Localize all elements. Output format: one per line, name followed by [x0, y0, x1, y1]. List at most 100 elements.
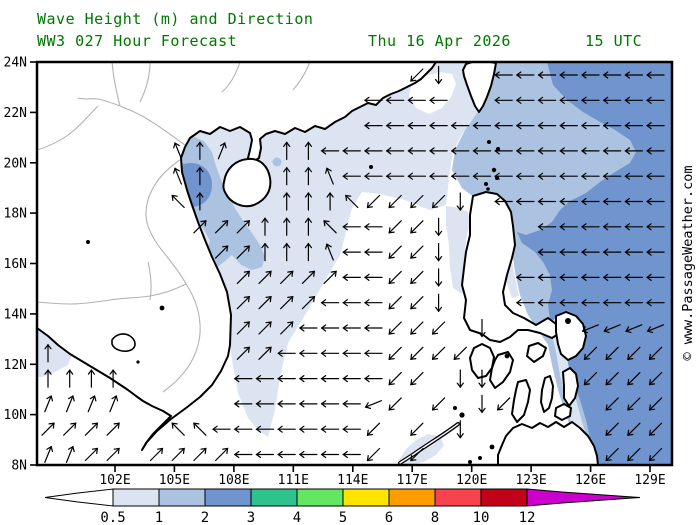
wave-direction-arrow: [605, 397, 619, 411]
wave-direction-arrow: [342, 324, 361, 332]
wave-direction-arrow: [193, 220, 207, 234]
wave-direction-arrow: [364, 248, 383, 256]
wave-direction-arrow: [342, 147, 361, 155]
wave-direction-arrow: [388, 321, 402, 335]
wave-direction-arrow: [429, 96, 448, 104]
wave-direction-arrow: [537, 299, 557, 307]
wave-direction-arrow: [515, 71, 535, 79]
wave-direction-arrow: [342, 400, 361, 408]
island-masbate: [526, 342, 547, 363]
border-china-province-3: [139, 61, 151, 103]
wave-direction-arrow: [625, 324, 643, 334]
wave-direction-arrow: [258, 346, 272, 360]
wave-direction-arrow: [624, 121, 644, 130]
wave-direction-arrow: [648, 371, 663, 386]
wave-direction-arrow: [494, 71, 513, 79]
wave-direction-arrow: [602, 147, 622, 155]
wave-direction-arrow: [494, 96, 513, 104]
lon-label: 129E: [634, 473, 665, 488]
wave-direction-arrow: [44, 369, 52, 388]
wave-direction-arrow: [65, 445, 75, 463]
wave-direction-arrow: [648, 397, 663, 411]
legend-value-label: 10: [473, 510, 490, 525]
wave-direction-arrow: [214, 447, 229, 462]
wave-direction-arrow: [537, 96, 557, 104]
wave-direction-arrow: [435, 243, 443, 262]
wave-direction-arrow: [298, 324, 318, 332]
lon-label: 126E: [575, 473, 606, 488]
wave-direction-arrow: [410, 422, 424, 436]
wave-direction-arrow: [320, 349, 340, 357]
lat-label: 20N: [4, 156, 27, 171]
wave-direction-arrow: [559, 121, 578, 130]
wave-direction-arrow: [627, 397, 641, 411]
wave-direction-arrow: [106, 422, 120, 436]
wave-direction-arrow: [624, 172, 644, 180]
wave-direction-arrow: [304, 242, 312, 262]
wave-direction-arrow: [605, 447, 619, 462]
wave-direction-arrow: [283, 141, 291, 160]
wave-direction-arrow: [236, 270, 251, 285]
wave-direction-arrow: [581, 96, 600, 104]
island-leyte: [562, 367, 579, 407]
lat-label: 18N: [4, 207, 27, 222]
wave-direction-arrow: [407, 172, 426, 180]
island-mindoro: [469, 343, 495, 379]
wave-direction-arrow: [602, 121, 622, 130]
lake-dot-1: [136, 360, 140, 364]
wave-direction-arrow: [559, 273, 578, 281]
lon-label: 108E: [218, 473, 249, 488]
wave-direction-arrow: [385, 121, 405, 130]
wave-direction-arrow: [646, 147, 665, 155]
wave-direction-arrow: [171, 447, 185, 462]
wave-direction-arrow: [258, 295, 272, 310]
wave-direction-arrow: [65, 395, 75, 413]
wave-direction-arrow: [345, 194, 359, 209]
wave-direction-arrow: [515, 299, 535, 307]
wave-direction-arrow: [410, 194, 424, 209]
wave-direction-arrow: [388, 220, 402, 234]
wave-direction-arrow: [407, 96, 426, 104]
wave-direction-arrow: [646, 71, 665, 79]
wave-direction-arrow: [407, 121, 426, 130]
wave-direction-arrow: [388, 397, 402, 411]
wave-direction-arrow: [646, 273, 665, 281]
legend-segment: [480, 488, 528, 507]
forecast-date: Thu 16 Apr 2026: [368, 32, 511, 50]
lake-dot-2: [86, 240, 90, 244]
wave-direction-arrow: [410, 296, 424, 310]
wave-direction-arrow: [410, 346, 424, 361]
border-china-province-2: [292, 61, 311, 91]
legend-value-label: 0.5: [100, 510, 125, 525]
wave-direction-arrow: [298, 425, 318, 433]
wave-direction-arrow: [236, 321, 251, 335]
wave-direction-arrow: [196, 192, 204, 211]
wave-direction-arrow: [559, 248, 578, 256]
wave-direction-arrow: [478, 369, 486, 389]
wave-direction-arrow: [283, 166, 291, 186]
wave-direction-arrow: [44, 395, 54, 413]
wave-direction-arrow: [277, 425, 296, 433]
wave-direction-arrow: [277, 375, 296, 383]
wave-direction-arrow: [280, 321, 294, 335]
wave-direction-arrow: [648, 447, 663, 462]
wave-direction-arrow: [431, 346, 446, 361]
land-mainland-asia: [36, 61, 437, 451]
wave-direction-arrow: [320, 375, 340, 383]
wave-direction-arrow: [283, 192, 291, 211]
border-china-province-4: [36, 105, 99, 151]
lat-label: 8N: [11, 459, 27, 474]
wave-direction-arrow: [109, 369, 117, 388]
wave-direction-arrow: [364, 299, 383, 307]
wave-direction-arrow: [385, 147, 405, 155]
wave-direction-arrow: [581, 147, 600, 155]
border-china-north: [111, 61, 121, 107]
wave-direction-arrow: [624, 147, 644, 155]
wave-direction-arrow: [214, 220, 229, 234]
wave-direction-arrow: [193, 422, 207, 436]
island-bohol: [554, 403, 572, 421]
wave-direction-arrow: [320, 299, 340, 307]
wave-direction-arrow: [429, 121, 448, 130]
wave-direction-arrow: [581, 71, 600, 79]
legend-value-label: 3: [247, 510, 255, 525]
